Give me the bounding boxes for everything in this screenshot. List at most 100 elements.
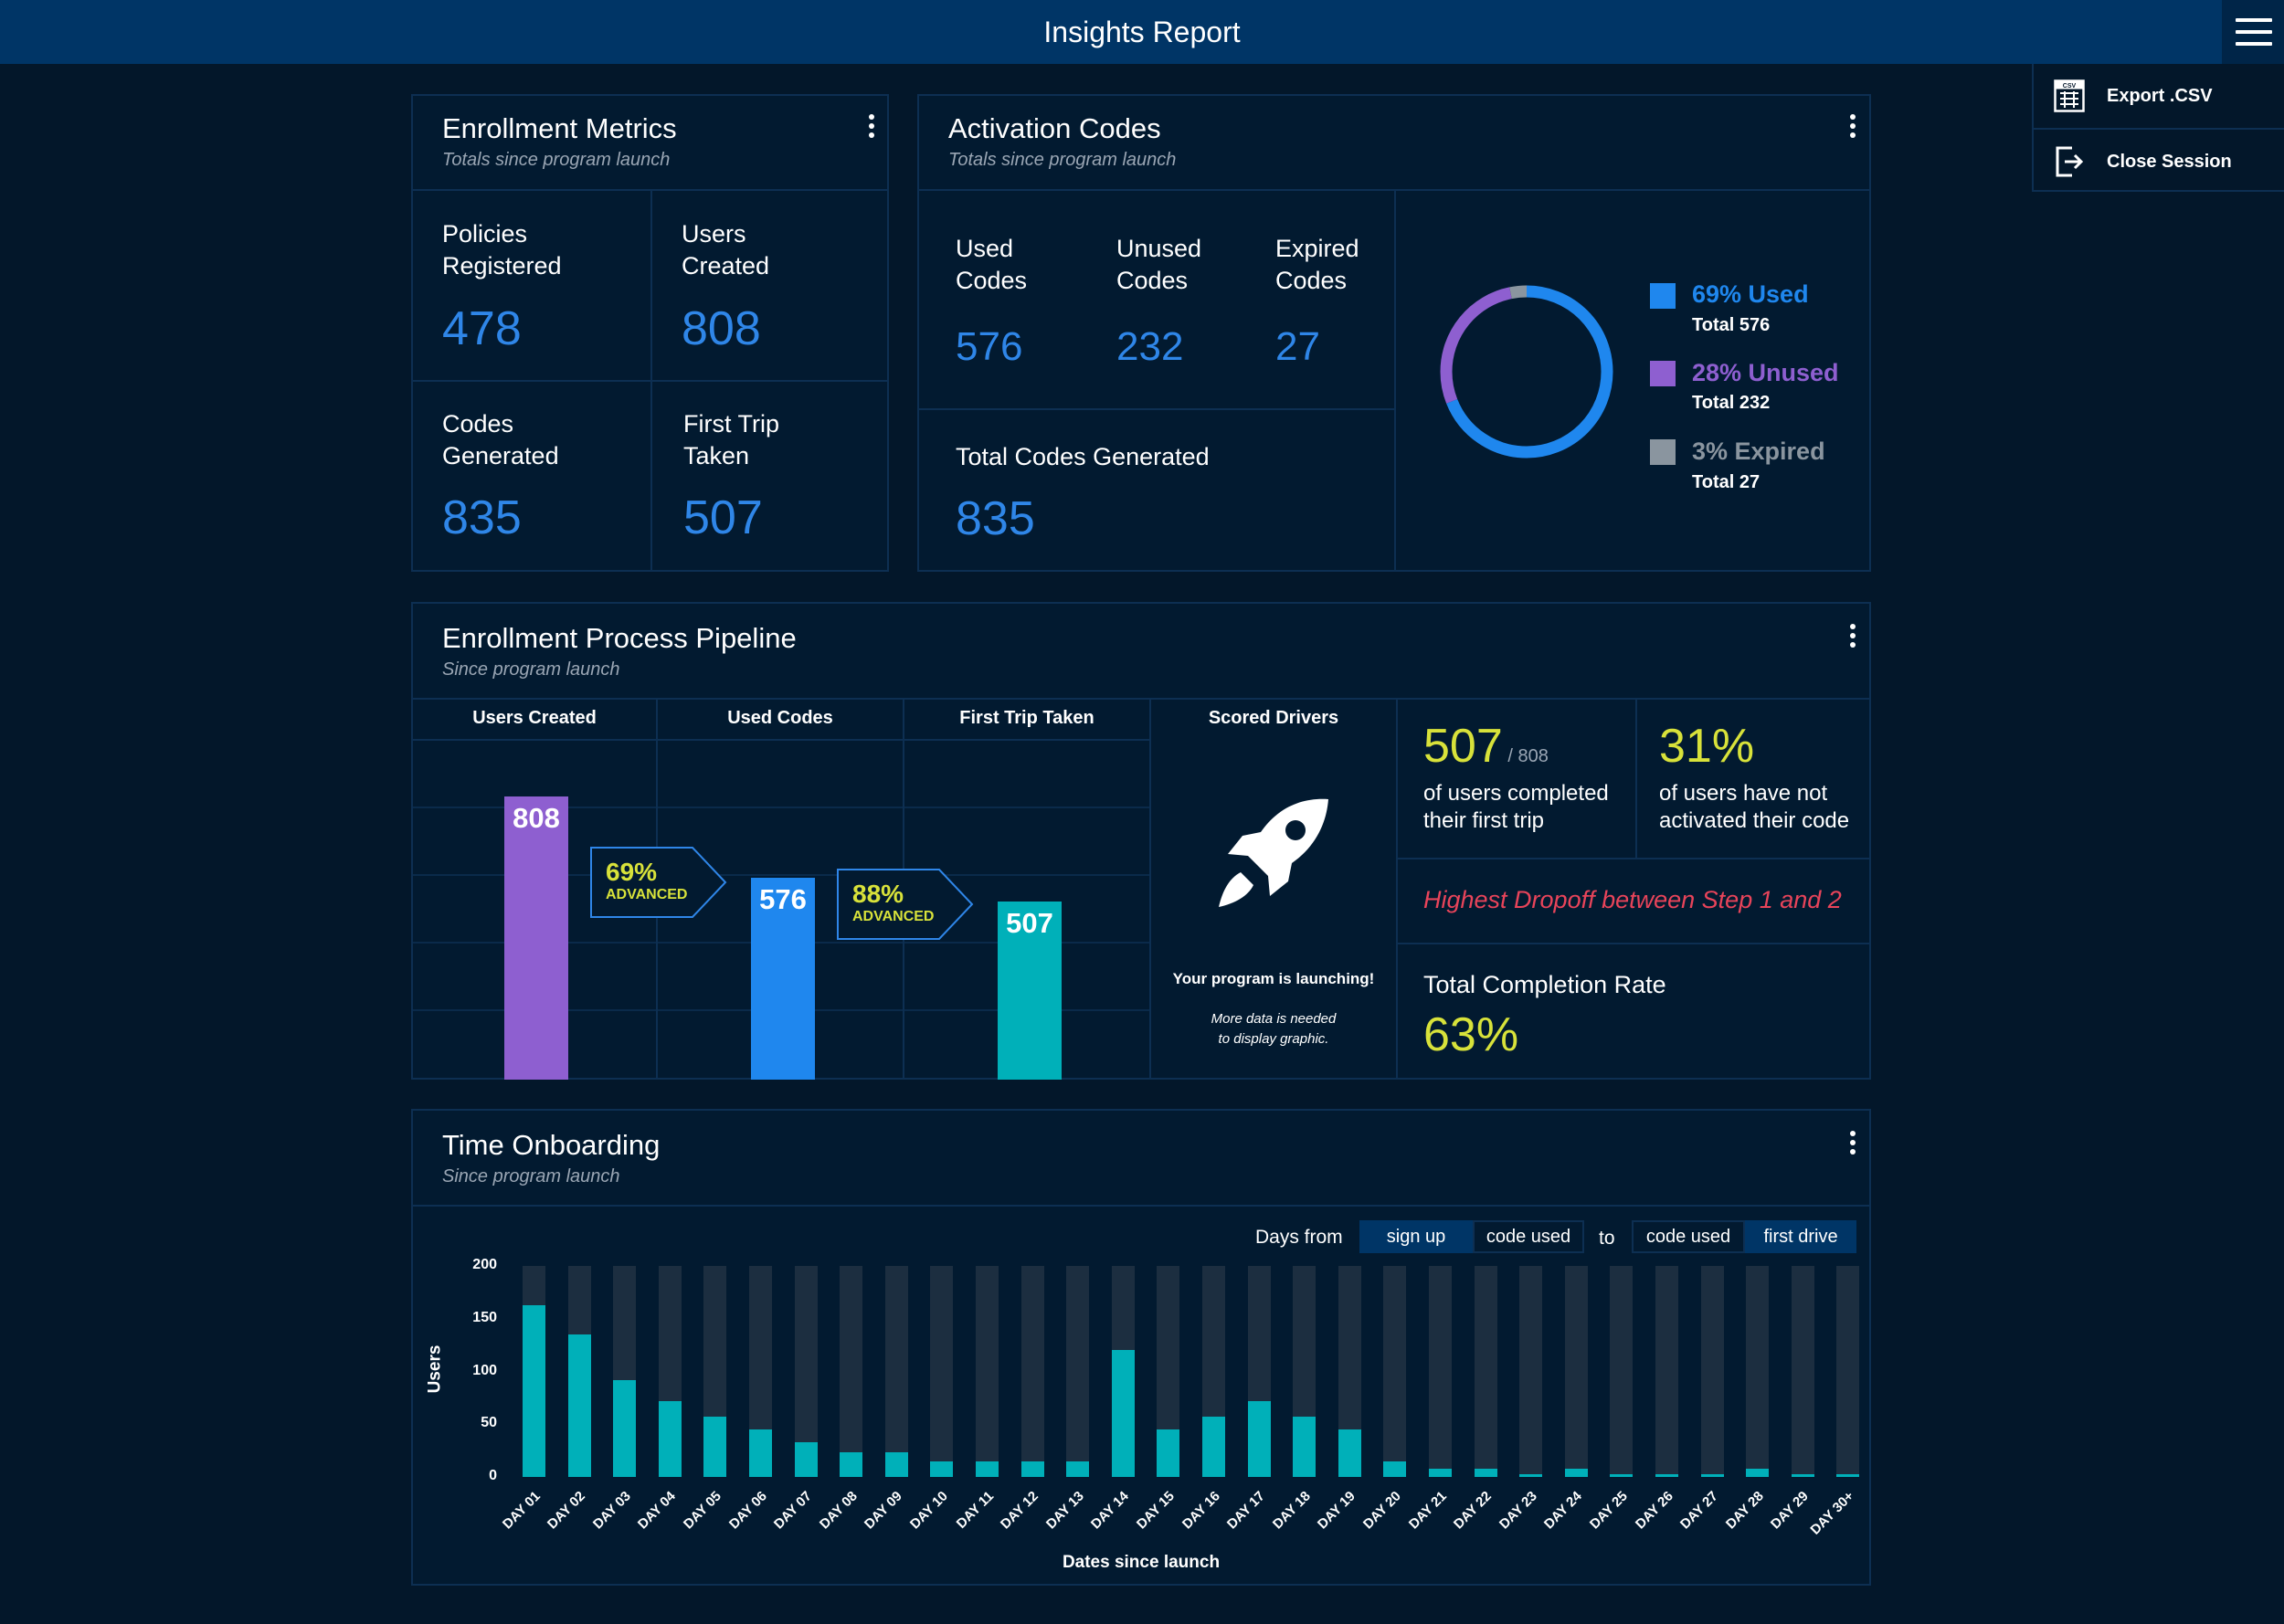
divider — [413, 1205, 1869, 1207]
more-options-icon[interactable] — [1849, 624, 1856, 651]
divider — [1398, 858, 1869, 859]
bar-day-24[interactable] — [1564, 1468, 1588, 1477]
used-codes-label: Used Codes — [956, 235, 1028, 294]
x-tick-label: DAY 16 — [1179, 1488, 1223, 1533]
panel-title: Enrollment Metrics — [442, 112, 677, 144]
close-session-button[interactable]: Close Session — [2034, 130, 2284, 194]
bar-day-11[interactable] — [976, 1461, 999, 1477]
bar-day-14[interactable] — [1111, 1350, 1135, 1477]
x-tick-label: DAY 26 — [1632, 1488, 1676, 1533]
bar-track — [976, 1266, 999, 1477]
x-tick-label: DAY 19 — [1315, 1488, 1359, 1533]
bar-day-04[interactable] — [658, 1400, 682, 1477]
bar-track — [930, 1266, 954, 1477]
legend-used-total: Total 576 — [1692, 315, 1771, 335]
more-options-icon[interactable] — [868, 114, 875, 142]
bar-track — [1610, 1266, 1634, 1477]
x-tick-label: DAY 15 — [1133, 1488, 1178, 1533]
bar-day-13[interactable] — [1066, 1461, 1090, 1477]
metric-policies-label: Policies Registered — [442, 220, 562, 279]
exit-icon — [2056, 146, 2084, 177]
export-csv-button[interactable]: CSV Export .CSV — [2034, 64, 2284, 128]
bar-track — [1066, 1266, 1090, 1477]
more-options-icon[interactable] — [1849, 114, 1856, 142]
bar-day-23[interactable] — [1519, 1473, 1543, 1477]
x-tick-label: DAY 12 — [997, 1488, 1042, 1533]
donut-slice-1 — [1440, 285, 1613, 459]
top-bar: Insights Report — [0, 0, 2284, 64]
launch-note: More data is needed to display graphic. — [1211, 1011, 1337, 1047]
divider — [1149, 700, 1151, 1078]
y-tick-label: 200 — [472, 1257, 497, 1272]
enrollment-metrics-panel: Enrollment Metrics Totals since program … — [411, 94, 889, 572]
bar-value-label: 507 — [1006, 907, 1053, 940]
metric-first-trip-label: First Trip Taken — [683, 410, 779, 469]
y-tick-label: 0 — [489, 1468, 497, 1483]
pipeline-bar-first-trip: 507 — [998, 902, 1062, 1080]
bar-day-20[interactable] — [1383, 1461, 1407, 1477]
panel-subtitle: Since program launch — [442, 1166, 620, 1186]
launch-title: Your program is launching! — [1172, 970, 1375, 987]
bar-day-01[interactable] — [523, 1304, 545, 1477]
divider — [413, 380, 887, 382]
legend-unused-swatch — [1650, 361, 1676, 386]
used-codes-value: 576 — [956, 324, 1023, 369]
bar-day-30-[interactable] — [1836, 1473, 1860, 1477]
bar-day-07[interactable] — [794, 1441, 818, 1477]
bar-day-22[interactable] — [1474, 1468, 1497, 1477]
bar-track — [794, 1266, 818, 1477]
bar-day-10[interactable] — [930, 1461, 954, 1477]
bar-day-17[interactable] — [1247, 1400, 1271, 1477]
bar-day-19[interactable] — [1338, 1429, 1361, 1477]
completion-rate-label: Total Completion Rate — [1423, 971, 1666, 998]
divider — [413, 698, 1869, 700]
bar-track — [1429, 1266, 1452, 1477]
days-from-label: Days from — [1255, 1227, 1343, 1248]
x-tick-label: DAY 29 — [1768, 1488, 1813, 1533]
x-tick-label: DAY 21 — [1405, 1488, 1450, 1533]
x-axis-title: Dates since launch — [1062, 1553, 1221, 1572]
bar-day-28[interactable] — [1746, 1468, 1770, 1477]
x-tick-label: DAY 23 — [1496, 1488, 1540, 1533]
bar-day-02[interactable] — [567, 1334, 591, 1477]
bar-day-21[interactable] — [1429, 1468, 1452, 1477]
bar-day-03[interactable] — [613, 1379, 637, 1477]
bar-day-29[interactable] — [1791, 1473, 1814, 1477]
to-first-drive-toggle[interactable]: first drive — [1745, 1220, 1856, 1253]
bar-track — [1474, 1266, 1497, 1477]
bar-day-09[interactable] — [884, 1452, 908, 1477]
svg-text:CSV: CSV — [2063, 83, 2077, 90]
panel-subtitle: Since program launch — [442, 659, 620, 680]
first-trip-stat-text: of users completed their first trip — [1423, 781, 1609, 833]
pipeline-bar-users-created: 808 — [504, 796, 568, 1080]
bar-value-label: 576 — [759, 883, 807, 915]
bar-day-05[interactable] — [703, 1417, 727, 1477]
bar-day-16[interactable] — [1202, 1417, 1225, 1477]
more-options-icon[interactable] — [1849, 1131, 1856, 1158]
divider — [413, 189, 887, 191]
dropoff-message: Highest Dropoff between Step 1 and 2 — [1423, 886, 1842, 913]
bar-day-08[interactable] — [840, 1452, 863, 1477]
legend-used-label: 69% Used — [1692, 280, 1809, 308]
expired-codes-label: Expired Codes — [1275, 235, 1359, 294]
from-sign-up-toggle[interactable]: sign up — [1359, 1220, 1473, 1253]
bar-day-06[interactable] — [749, 1429, 772, 1477]
bar-day-15[interactable] — [1157, 1429, 1180, 1477]
bar-day-26[interactable] — [1655, 1473, 1678, 1477]
bar-day-18[interactable] — [1293, 1417, 1316, 1477]
bar-day-27[interactable] — [1700, 1473, 1724, 1477]
x-tick-label: DAY 08 — [816, 1488, 861, 1533]
hamburger-menu-button[interactable] — [2222, 0, 2284, 64]
divider — [1394, 191, 1396, 570]
bar-day-25[interactable] — [1610, 1473, 1634, 1477]
divider — [1396, 700, 1398, 1078]
to-code-used-toggle[interactable]: code used — [1632, 1220, 1745, 1253]
x-tick-label: DAY 18 — [1269, 1488, 1314, 1533]
advanced-label-1: ADVANCED — [606, 887, 688, 902]
x-tick-label: DAY 30+ — [1807, 1488, 1857, 1538]
x-tick-label: DAY 20 — [1359, 1488, 1404, 1533]
from-code-used-toggle[interactable]: code used — [1473, 1220, 1584, 1253]
bar-day-12[interactable] — [1020, 1461, 1044, 1477]
not-activated-stat-text: of users have not activated their code — [1659, 781, 1850, 833]
bar-value-label: 808 — [513, 802, 560, 834]
